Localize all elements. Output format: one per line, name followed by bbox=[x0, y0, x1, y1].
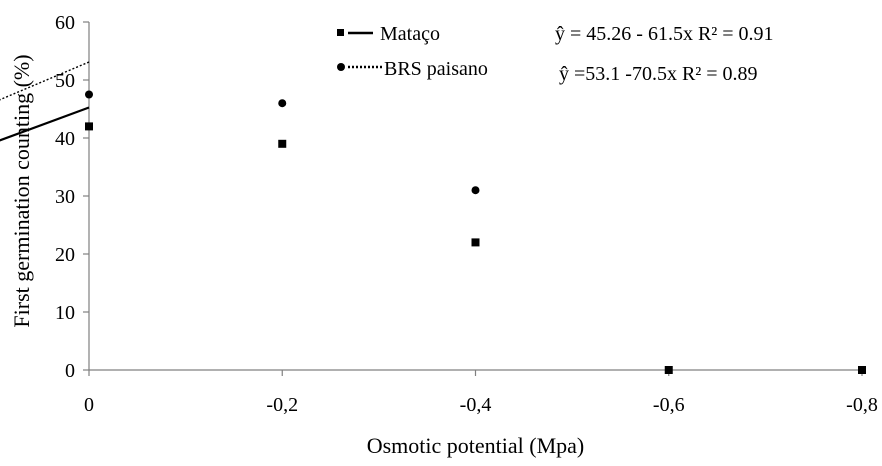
equation-mataco: ŷ = 45.26 - 61.5x R² = 0.91 bbox=[555, 23, 774, 45]
data-point-mataco bbox=[278, 139, 287, 148]
y-tick-label: 40 bbox=[55, 128, 75, 150]
y-tick-label: 20 bbox=[55, 244, 75, 266]
data-point-brs-paisano bbox=[85, 90, 93, 99]
legend-label-brs-paisano: BRS paisano bbox=[384, 58, 488, 80]
y-tick-labels: 0 10 20 30 40 50 60 bbox=[55, 12, 75, 382]
legend-marker-square bbox=[337, 29, 344, 36]
y-tick-label: 0 bbox=[65, 360, 75, 382]
legend-item-brs-paisano: BRS paisano ŷ =53.1 -70.5x R² = 0.89 bbox=[337, 58, 758, 85]
y-tick-label: 10 bbox=[55, 302, 75, 324]
x-tick-labels: 0 -0,2 -0,4 -0,6 -0,8 bbox=[84, 394, 878, 416]
x-tick-label: -0,4 bbox=[460, 394, 492, 416]
y-tick-label: 60 bbox=[55, 12, 75, 34]
data-point-mataco bbox=[85, 122, 93, 131]
data-point-mataco bbox=[471, 238, 480, 247]
x-tick-label: 0 bbox=[84, 394, 94, 416]
y-tick-label: 30 bbox=[55, 186, 75, 208]
equation-brs-paisano: ŷ =53.1 -70.5x R² = 0.89 bbox=[559, 63, 758, 85]
x-tick-label: -0,6 bbox=[653, 394, 685, 416]
data-points bbox=[85, 90, 866, 374]
y-tick-label: 50 bbox=[55, 70, 75, 92]
x-tick-label: -0,8 bbox=[846, 394, 878, 416]
legend-label-mataco: Mataço bbox=[380, 23, 440, 45]
x-axis-title: Osmotic potential (Mpa) bbox=[367, 433, 585, 458]
x-tick-label: -0,2 bbox=[266, 394, 298, 416]
data-point-brs-paisano bbox=[471, 186, 480, 195]
legend-item-mataco: Mataço ŷ = 45.26 - 61.5x R² = 0.91 bbox=[337, 23, 774, 45]
legend-marker-circle bbox=[337, 63, 345, 71]
data-point-brs-paisano bbox=[278, 99, 287, 108]
data-point-mataco bbox=[858, 366, 866, 374]
data-point-mataco bbox=[664, 366, 673, 374]
y-axis-title: First germination counting (%) bbox=[9, 54, 34, 327]
legend: Mataço ŷ = 45.26 - 61.5x R² = 0.91 BRS p… bbox=[337, 23, 774, 85]
